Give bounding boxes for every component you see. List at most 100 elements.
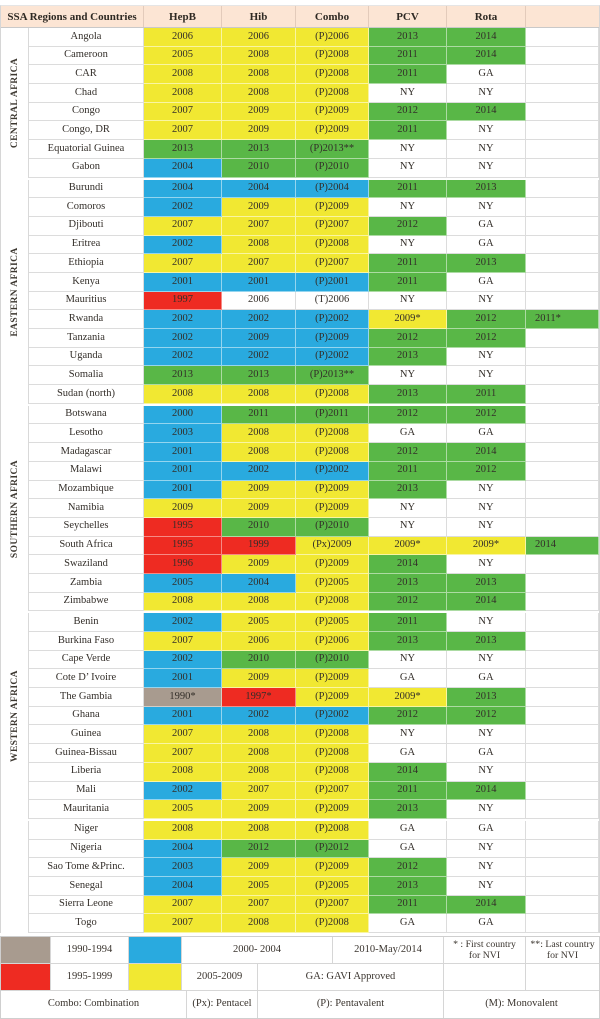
header-hepb: HepB bbox=[144, 6, 222, 27]
vaccine-year-cell bbox=[526, 573, 599, 593]
vaccine-year-cell: NY bbox=[447, 121, 526, 141]
vaccine-year-cell: 2012 bbox=[447, 310, 526, 329]
table-row: Equatorial Guinea 2013 2013 (P)2013** NY NY bbox=[29, 140, 599, 159]
vaccine-year-cell: (P)2011 bbox=[296, 405, 369, 425]
legend-row-3: Combo: Combination (Px): Pentacel (P): P… bbox=[1, 991, 599, 1018]
vaccine-year-cell bbox=[526, 820, 599, 840]
vaccine-year-cell bbox=[526, 102, 599, 122]
country-name: Mauritius bbox=[29, 291, 144, 311]
vaccine-year-cell: 2009* bbox=[447, 536, 526, 556]
vaccine-year-cell: 2001 bbox=[144, 669, 222, 689]
vaccine-year-cell: 2007 bbox=[144, 254, 222, 273]
country-name: Senegal bbox=[29, 876, 144, 896]
vaccine-year-cell: 2012 bbox=[447, 461, 526, 481]
vaccine-year-cell: (P)2005 bbox=[296, 876, 369, 896]
country-name: Sao Tome &Princ. bbox=[29, 858, 144, 877]
vaccine-year-cell: NY bbox=[447, 555, 526, 574]
vaccine-year-cell bbox=[526, 158, 599, 178]
vaccine-year-cell bbox=[526, 424, 599, 444]
vaccine-year-cell bbox=[526, 235, 599, 255]
country-name: Gabon bbox=[29, 158, 144, 178]
region-label: EASTERN AFRICA bbox=[9, 246, 20, 337]
vaccine-year-cell: (P)2009 bbox=[296, 480, 369, 500]
vaccine-year-cell: 2004 bbox=[144, 876, 222, 896]
vaccine-year-cell: 2014 bbox=[447, 592, 526, 612]
country-name: Zambia bbox=[29, 573, 144, 593]
vaccine-year-cell: 2009 bbox=[222, 800, 296, 819]
country-name: Sierra Leone bbox=[29, 895, 144, 915]
vaccine-year-cell: 2012 bbox=[369, 405, 447, 425]
header-pcv: PCV bbox=[369, 6, 447, 27]
vaccine-year-cell: NY bbox=[447, 366, 526, 386]
table-row: Lesotho 2003 2008 (P)2008 GA GA bbox=[29, 424, 599, 444]
vaccine-year-cell: 2013 bbox=[369, 480, 447, 500]
vaccine-year-cell: NY bbox=[369, 198, 447, 217]
header-rota: Rota bbox=[447, 6, 526, 27]
legend-row-2: 1995-1999 2005-2009 GA: GAVI Approved bbox=[1, 964, 599, 991]
vaccine-year-cell: 2009 bbox=[144, 499, 222, 518]
vaccine-year-cell: 2007 bbox=[144, 632, 222, 651]
vaccine-year-cell: NY bbox=[369, 650, 447, 670]
country-name: Djibouti bbox=[29, 216, 144, 236]
vaccine-year-cell: (P)2007 bbox=[296, 254, 369, 273]
table-row: Botswana 2000 2011 (P)2011 2012 2012 bbox=[29, 405, 599, 425]
vaccine-year-cell: 2013 bbox=[369, 573, 447, 593]
vaccine-year-cell: (P)2013** bbox=[296, 140, 369, 159]
table-row: Mauritania 2005 2009 (P)2009 2013 NY bbox=[29, 800, 599, 819]
table-row: Ghana 2001 2002 (P)2002 2012 2012 bbox=[29, 706, 599, 726]
vaccine-year-cell: 2013 bbox=[369, 876, 447, 896]
vaccine-year-cell bbox=[526, 84, 599, 103]
table-row: Togo 2007 2008 (P)2008 GA GA bbox=[29, 914, 599, 933]
vaccine-year-cell: 2009 bbox=[222, 499, 296, 518]
vaccine-year-cell: NY bbox=[447, 347, 526, 367]
country-name: CAR bbox=[29, 65, 144, 85]
country-name: Rwanda bbox=[29, 310, 144, 329]
vaccine-year-cell: GA bbox=[447, 424, 526, 444]
table-row: Sao Tome &Princ. 2003 2009 (P)2009 2012 NY bbox=[29, 858, 599, 877]
vaccine-year-cell: 2009 bbox=[222, 329, 296, 348]
legend-label-gavi-approved: GA: GAVI Approved bbox=[258, 964, 444, 990]
vaccine-year-cell: 2002 bbox=[222, 461, 296, 481]
vaccine-year-cell bbox=[526, 592, 599, 612]
vaccine-year-cell: 2013 bbox=[369, 632, 447, 651]
table-row: Liberia 2008 2008 (P)2008 2014 NY bbox=[29, 762, 599, 782]
vaccine-year-cell: 2010 bbox=[222, 158, 296, 178]
legend-row-1: 1990-1994 2000- 2004 2010-May/2014 * : F… bbox=[1, 937, 599, 964]
region-label: SOUTHERN AFRICA bbox=[9, 459, 20, 558]
vaccine-year-cell: 2012 bbox=[447, 405, 526, 425]
vaccine-year-cell: 2008 bbox=[144, 65, 222, 85]
vaccine-year-cell: 2008 bbox=[144, 385, 222, 404]
vaccine-year-cell bbox=[526, 895, 599, 915]
vaccine-year-cell: NY bbox=[447, 198, 526, 217]
vaccine-year-cell: 2012 bbox=[447, 329, 526, 348]
vaccine-year-cell: 2013 bbox=[447, 179, 526, 199]
vaccine-year-cell: 2013 bbox=[222, 366, 296, 386]
legend-label-2000-2004: 2000- 2004 bbox=[182, 937, 333, 963]
vaccine-year-cell: 2012 bbox=[369, 216, 447, 236]
vaccine-year-cell: 2014 bbox=[447, 781, 526, 801]
vaccine-year-cell: (P)2002 bbox=[296, 310, 369, 329]
table-row: Namibia 2009 2009 (P)2009 NY NY bbox=[29, 499, 599, 518]
vaccine-year-cell: GA bbox=[447, 669, 526, 689]
vaccine-year-cell: 2012 bbox=[222, 839, 296, 859]
vaccine-year-cell bbox=[526, 366, 599, 386]
vaccine-year-cell: (P)2008 bbox=[296, 235, 369, 255]
vaccine-year-cell: 2013 bbox=[369, 347, 447, 367]
vaccine-year-cell: NY bbox=[369, 235, 447, 255]
vaccine-year-cell: 2007 bbox=[144, 216, 222, 236]
vaccine-year-cell: 2013 bbox=[447, 632, 526, 651]
vaccine-year-cell: NY bbox=[369, 517, 447, 537]
vaccine-year-cell: (P)2008 bbox=[296, 424, 369, 444]
region-label-cell: WESTERN AFRICA bbox=[1, 613, 29, 819]
table-row: Cote D’ Ivoire 2001 2009 (P)2009 GA GA bbox=[29, 669, 599, 689]
legend-label-2005-2009: 2005-2009 bbox=[182, 964, 258, 990]
vaccine-year-cell: (P)2009 bbox=[296, 198, 369, 217]
vaccine-year-cell bbox=[526, 725, 599, 745]
vaccine-year-cell: 2012 bbox=[369, 329, 447, 348]
vaccine-year-cell: GA bbox=[447, 216, 526, 236]
vaccine-year-cell: 2009* bbox=[369, 688, 447, 707]
vaccine-year-cell: GA bbox=[447, 744, 526, 763]
vaccine-year-cell: 2002 bbox=[144, 310, 222, 329]
region-group: WESTERN AFRICA Benin 2002 2005 (P)2005 2011 NY… bbox=[1, 613, 599, 819]
vaccine-year-cell: NY bbox=[447, 650, 526, 670]
